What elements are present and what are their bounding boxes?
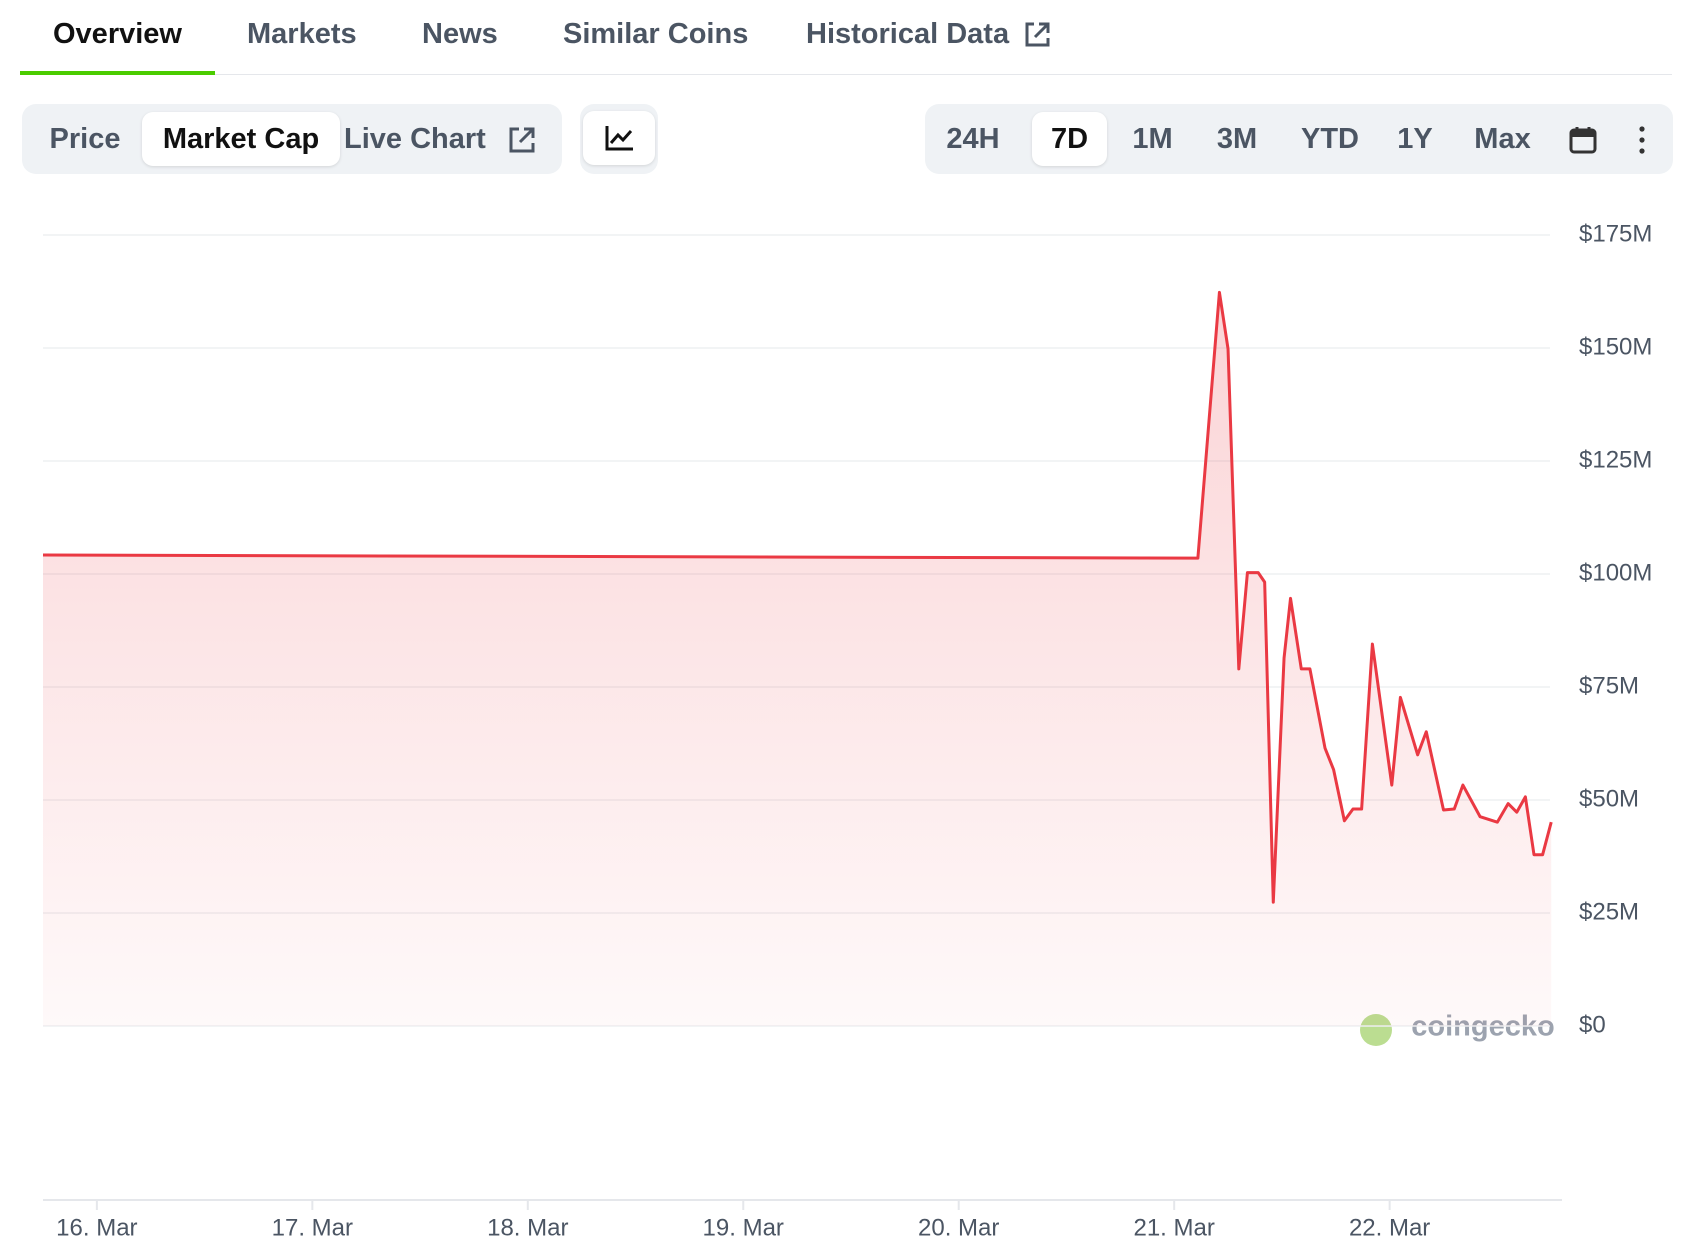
tab[interactable]: Similar Coins — [563, 18, 749, 50]
mode-button[interactable]: Live Chart — [344, 123, 486, 155]
range-button[interactable]: YTD — [1301, 123, 1359, 155]
x-tick-label: 20. Mar — [918, 1214, 999, 1241]
tab[interactable]: News — [422, 18, 498, 50]
tab[interactable]: Markets — [247, 18, 357, 50]
x-tick-label: 19. Mar — [703, 1214, 784, 1241]
mode-group: Price Market Cap Live Chart — [22, 104, 562, 174]
mode-button[interactable]: Market Cap — [142, 112, 340, 166]
tab-underline — [20, 71, 215, 75]
tab[interactable]: Historical Data — [806, 18, 1010, 50]
external-icon — [509, 127, 535, 153]
y-tick-label: $100M — [1579, 559, 1652, 586]
range-group: 24H 7D 1M 3M YTD 1Y Max — [925, 104, 1673, 174]
range-button[interactable]: 7D — [1032, 112, 1107, 166]
range-button[interactable]: Max — [1474, 123, 1531, 155]
y-tick-label: $0 — [1579, 1011, 1606, 1038]
area — [43, 292, 1552, 1026]
x-tick-label: 18. Mar — [487, 1214, 568, 1241]
external-icon — [1025, 22, 1050, 47]
line-icon — [605, 126, 633, 151]
calendar-icon[interactable] — [1568, 125, 1598, 155]
range-button[interactable]: 1M — [1132, 123, 1173, 155]
y-tick-label: $75M — [1579, 672, 1639, 699]
y-tick-label: $25M — [1579, 898, 1639, 925]
chart-type-group — [580, 104, 658, 174]
y-tick-label: $175M — [1579, 220, 1652, 247]
x-tick-label: 17. Mar — [272, 1214, 353, 1241]
more-icon[interactable] — [1635, 125, 1649, 155]
range-button[interactable]: 1Y — [1397, 123, 1433, 155]
range-button[interactable]: 3M — [1216, 123, 1258, 155]
y-tick-label: $50M — [1579, 785, 1639, 812]
y-tick-label: $125M — [1579, 446, 1652, 473]
x-tick-label: 22. Mar — [1349, 1214, 1430, 1241]
chart-type-button[interactable] — [583, 111, 655, 165]
tab-bar: Overview Markets News Similar Coins Hist… — [20, 0, 1672, 75]
x-tick-label: 16. Mar — [56, 1214, 137, 1241]
range-button[interactable]: 24H — [946, 123, 1000, 155]
line — [42, 290, 1553, 904]
mode-button[interactable]: Price — [49, 123, 121, 155]
x-tick-label: 21. Mar — [1133, 1214, 1214, 1241]
y-tick-label: $150M — [1579, 333, 1652, 360]
tab[interactable]: Overview — [53, 18, 182, 50]
